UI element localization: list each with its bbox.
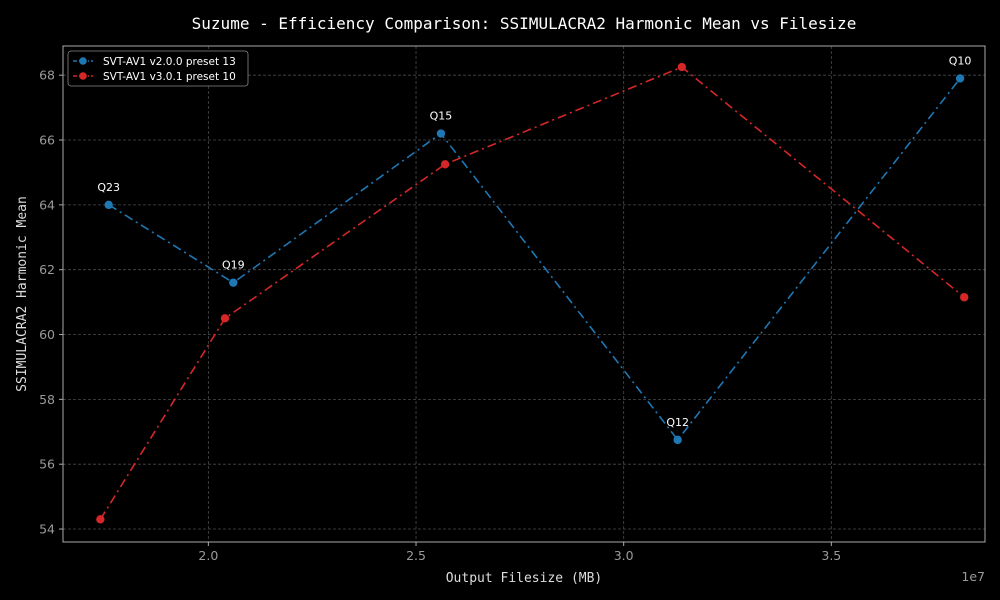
y-tick-label: 64 bbox=[39, 197, 55, 212]
grid bbox=[63, 46, 985, 542]
point-label: Q10 bbox=[949, 54, 972, 67]
axis-ticks: 2.0 2.5 3.0 3.5 54 56 58 60 62 64 66 68 bbox=[39, 68, 841, 563]
y-tick-label: 60 bbox=[39, 327, 55, 342]
x-tick-label: 2.0 bbox=[198, 548, 218, 563]
point-label: Q15 bbox=[430, 110, 453, 123]
data-point bbox=[677, 62, 687, 72]
y-tick-label: 66 bbox=[39, 133, 55, 148]
series-line bbox=[99, 66, 965, 520]
point-label: Q23 bbox=[97, 181, 120, 194]
x-tick-label: 3.0 bbox=[614, 548, 634, 563]
y-tick-label: 58 bbox=[39, 392, 55, 407]
data-point bbox=[440, 160, 450, 169]
data-point bbox=[220, 314, 230, 323]
y-tick-label: 54 bbox=[39, 522, 55, 537]
series-1 bbox=[104, 74, 965, 445]
data-point bbox=[960, 293, 969, 302]
chart-title: Suzume - Efficiency Comparison: SSIMULAC… bbox=[192, 14, 857, 33]
data-point bbox=[436, 129, 446, 138]
y-tick-label: 68 bbox=[39, 68, 55, 83]
data-point bbox=[104, 200, 113, 210]
point-label: Q12 bbox=[666, 416, 689, 429]
x-axis-offset-label: 1e7 bbox=[961, 569, 985, 584]
legend-marker bbox=[79, 57, 87, 65]
legend-label: SVT-AV1 v3.0.1 preset 10 bbox=[103, 71, 236, 83]
legend: SVT-AV1 v2.0.0 preset 13 SVT-AV1 v3.0.1 p… bbox=[67, 50, 249, 87]
x-tick-label: 2.5 bbox=[406, 548, 426, 563]
point-label: Q19 bbox=[222, 259, 245, 272]
x-axis-label: Output Filesize (MB) bbox=[446, 571, 603, 586]
plot-frame bbox=[62, 45, 986, 543]
y-axis-label: SSIMULACRA2 Harmonic Mean bbox=[15, 196, 30, 392]
data-point bbox=[673, 435, 682, 445]
series-2 bbox=[96, 62, 969, 524]
y-tick-label: 56 bbox=[39, 457, 55, 472]
y-tick-label: 62 bbox=[39, 262, 55, 277]
point-annotations: Q23 Q19 Q15 Q12 Q10 bbox=[97, 54, 971, 428]
legend-marker bbox=[79, 72, 87, 80]
legend-label: SVT-AV1 v2.0.0 preset 13 bbox=[103, 56, 236, 68]
series-layer bbox=[96, 62, 969, 524]
data-point bbox=[955, 74, 965, 83]
x-tick-label: 3.5 bbox=[821, 548, 841, 563]
data-point bbox=[229, 278, 238, 287]
data-point bbox=[96, 515, 105, 524]
legend-box bbox=[67, 50, 249, 87]
